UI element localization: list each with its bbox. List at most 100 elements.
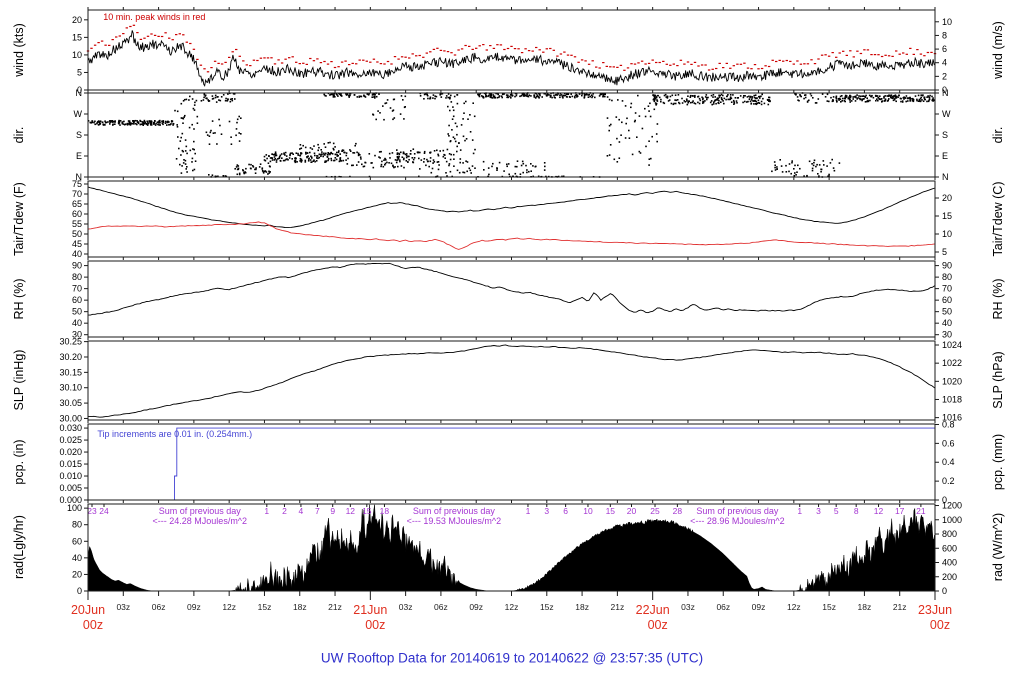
peak-wind-dots [379, 63, 383, 65]
y-tick-label: 15 [942, 211, 952, 221]
wind-direction-scatter [101, 121, 104, 124]
peak-wind-dots [764, 65, 767, 67]
wind-direction-scatter [330, 159, 333, 162]
ylabel-rad-left: rad(Lgly/hr) [12, 515, 26, 579]
wind-direction-scatter [331, 153, 334, 155]
wind-direction-scatter [867, 99, 869, 102]
wind-direction-scatter [380, 150, 382, 153]
peak-wind-dots [224, 61, 227, 63]
wind-direction-scatter [181, 149, 184, 152]
wind-direction-scatter [511, 95, 513, 97]
peak-wind-dots [97, 42, 100, 44]
peak-wind-dots [460, 48, 464, 50]
wind-direction-scatter [823, 164, 825, 166]
x-tick-label: 18z [575, 602, 589, 612]
wind-direction-scatter [867, 100, 870, 103]
wind-direction-scatter [398, 153, 401, 155]
wind-direction-scatter [478, 95, 481, 98]
wind-direction-scatter [150, 122, 153, 125]
wind-direction-scatter [345, 154, 348, 157]
peak-wind-dots [108, 44, 111, 46]
wind-direction-scatter [317, 143, 319, 146]
wind-direction-scatter [927, 95, 929, 97]
wind-direction-scatter [166, 124, 168, 126]
wind-direction-scatter [462, 162, 464, 164]
wind-direction-scatter [753, 103, 755, 105]
peak-wind-dots [164, 32, 167, 34]
wind-direction-scatter [224, 175, 227, 177]
wind-direction-scatter [339, 158, 341, 161]
peak-wind-dots [584, 60, 587, 62]
wind-direction-scatter [412, 161, 415, 164]
wind-direction-scatter [441, 92, 444, 95]
peak-wind-dots [415, 55, 418, 57]
wind-direction-scatter [302, 144, 304, 147]
wind-direction-scatter [396, 153, 399, 155]
wind-direction-scatter [357, 152, 360, 155]
peak-wind-dots [707, 69, 711, 71]
wind-direction-scatter [315, 160, 318, 162]
wind-direction-scatter [551, 96, 553, 99]
wind-direction-scatter [182, 150, 184, 153]
wind-direction-scatter [325, 152, 327, 155]
wind-direction-scatter [279, 154, 282, 157]
wind-direction-scatter [599, 93, 602, 96]
wind-direction-scatter [559, 96, 561, 99]
wind-direction-scatter [214, 96, 217, 99]
wind-direction-scatter [313, 145, 315, 147]
wind-direction-scatter [97, 120, 100, 122]
peak-wind-dots [309, 57, 312, 60]
wind-direction-scatter [380, 163, 383, 166]
wind-direction-scatter [265, 171, 268, 173]
peak-wind-dots [637, 62, 640, 64]
wind-direction-scatter [435, 95, 438, 98]
wind-direction-scatter [212, 132, 215, 134]
y-tick-label: 30 [942, 330, 952, 340]
wind-direction-scatter [762, 97, 764, 100]
wind-direction-scatter [678, 101, 680, 104]
peak-wind-dots [718, 62, 721, 64]
wind-direction-scatter [510, 97, 512, 99]
y-tick-label: 1022 [942, 358, 962, 368]
wind-direction-scatter [177, 136, 179, 138]
wind-direction-scatter [148, 120, 150, 122]
wind-direction-scatter [774, 166, 776, 169]
peak-wind-dots [118, 35, 121, 37]
wind-direction-scatter [666, 95, 669, 98]
peak-wind-dots [291, 56, 294, 58]
ylabel-pcp-left: pcp. (in) [12, 439, 26, 485]
wind-direction-scatter [656, 140, 658, 143]
wind-direction-scatter [393, 98, 396, 101]
wind-direction-scatter [675, 99, 678, 102]
wind-direction-scatter [379, 112, 381, 114]
peak-wind-dots [704, 64, 707, 66]
wind-direction-scatter [363, 165, 366, 168]
wind-direction-scatter [271, 157, 274, 159]
panel-temp-frame [87, 180, 936, 258]
wind-direction-scatter [445, 97, 447, 99]
wind-direction-scatter [759, 97, 761, 99]
wind-direction-scatter [928, 96, 930, 98]
wind-direction-scatter [238, 115, 240, 118]
wind-direction-scatter [849, 101, 851, 103]
wind-direction-scatter [121, 122, 124, 125]
wind-direction-scatter [506, 163, 508, 166]
peak-wind-dots [845, 54, 848, 56]
peak-wind-dots [506, 47, 510, 50]
wind-direction-scatter [541, 96, 543, 98]
wind-direction-scatter [448, 153, 451, 155]
wind-direction-scatter [744, 95, 746, 97]
wind-direction-scatter [243, 172, 245, 174]
wind-direction-scatter [444, 157, 446, 159]
wind-direction-scatter [478, 93, 481, 96]
wind-direction-scatter [436, 149, 438, 152]
peak-wind-dots [852, 56, 855, 58]
peak-wind-dots [676, 65, 679, 67]
wind-direction-scatter [709, 101, 712, 104]
y-tick-label: 0.020 [59, 447, 82, 457]
wind-direction-scatter [309, 151, 311, 154]
wind-direction-scatter [658, 96, 661, 99]
wind-direction-scatter [275, 161, 278, 163]
wind-direction-scatter [532, 165, 534, 167]
wind-direction-scatter [231, 98, 233, 100]
